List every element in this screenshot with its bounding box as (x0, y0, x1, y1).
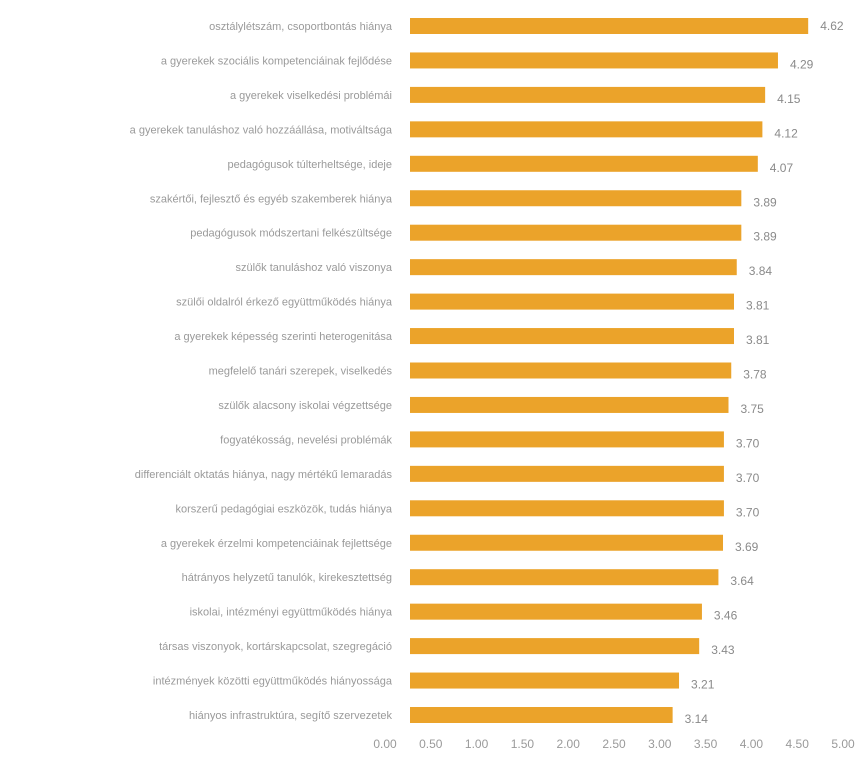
bar (410, 638, 700, 655)
bar (410, 362, 732, 379)
bar (410, 603, 702, 620)
bar (410, 465, 724, 482)
value-label: 3.70 (736, 471, 760, 485)
category-label: szülői oldalról érkező együttműködés hiá… (176, 297, 393, 309)
value-label: 3.70 (736, 505, 760, 519)
x-tick-label: 2.00 (557, 737, 581, 751)
value-label: 3.43 (711, 643, 735, 657)
value-label: 4.12 (774, 126, 798, 140)
bar (410, 707, 673, 723)
bar (410, 569, 719, 586)
value-label: 4.62 (820, 19, 844, 33)
category-label: a gyerekek érzelmi kompetenciáinak fejle… (161, 538, 392, 550)
bar (410, 500, 724, 517)
x-tick-label: 1.50 (511, 737, 535, 751)
value-label: 4.15 (777, 92, 801, 106)
category-label: szülők alacsony iskolai végzettsége (218, 400, 392, 412)
category-label: differenciált oktatás hiánya, nagy mérté… (135, 469, 393, 481)
value-label: 3.70 (736, 436, 760, 450)
bar (410, 155, 758, 172)
category-label: hátrányos helyzetű tanulók, kirekesztett… (182, 572, 392, 584)
value-label: 3.14 (685, 712, 709, 726)
bar (410, 190, 742, 207)
category-label: megfelelő tanári szerepek, viselkedés (209, 366, 393, 378)
category-label: szakértői, fejlesztő és egyéb szakembere… (150, 193, 393, 205)
x-tick-label: 5.00 (831, 737, 855, 751)
category-label: társas viszonyok, kortárskapcsolat, szeg… (159, 641, 392, 653)
value-label: 3.89 (753, 230, 777, 244)
value-label: 3.89 (753, 195, 777, 209)
bar (410, 534, 724, 551)
x-tick-label: 4.50 (786, 737, 810, 751)
value-label: 4.29 (790, 57, 814, 71)
value-label: 3.81 (746, 299, 770, 313)
value-label: 4.07 (770, 161, 794, 175)
value-label: 3.64 (730, 574, 754, 588)
bar (410, 121, 763, 138)
x-tick-label: 0.00 (373, 737, 397, 751)
bar (410, 396, 729, 413)
bar (410, 86, 766, 103)
bar (410, 259, 737, 276)
x-tick-label: 4.00 (740, 737, 764, 751)
value-label: 3.78 (743, 368, 767, 382)
x-tick-label: 0.50 (419, 737, 443, 751)
x-tick-label: 3.50 (694, 737, 718, 751)
category-label: intézmények közötti együttműködés hiányo… (153, 676, 393, 688)
bar (410, 224, 742, 241)
bar (410, 431, 724, 448)
category-label: a gyerekek képesség szerinti heterogenit… (174, 331, 393, 343)
value-label: 3.21 (691, 678, 715, 692)
value-label: 3.81 (746, 333, 770, 347)
category-label: a gyerekek szociális kompetenciáinak fej… (161, 55, 392, 67)
value-label: 3.46 (714, 609, 738, 623)
x-tick-label: 2.50 (602, 737, 626, 751)
bar (410, 18, 809, 34)
value-label: 3.69 (735, 540, 759, 554)
bar (410, 328, 734, 345)
bar (410, 293, 734, 310)
category-label: pedagógusok túlterheltsége, ideje (227, 159, 392, 171)
category-label: osztálylétszám, csoportbontás hiánya (209, 21, 393, 33)
bar (410, 672, 680, 689)
category-label: hiányos infrastruktúra, segítő szervezet… (189, 710, 392, 722)
category-label: fogyatékosság, nevelési problémák (220, 434, 392, 446)
x-tick-label: 3.00 (648, 737, 672, 751)
bar (410, 52, 778, 69)
category-label: iskolai, intézményi együttműködés hiánya (190, 607, 393, 619)
category-label: a gyerekek tanuláshoz való hozzáállása, … (130, 124, 393, 136)
value-label: 3.75 (741, 402, 765, 416)
x-tick-label: 1.00 (465, 737, 489, 751)
category-label: szülők tanuláshoz való viszonya (235, 262, 392, 274)
category-label: pedagógusok módszertani felkészültsége (190, 228, 392, 240)
category-label: a gyerekek viselkedési problémái (230, 90, 392, 102)
category-label: korszerű pedagógiai eszközök, tudás hián… (176, 503, 393, 515)
value-label: 3.84 (749, 264, 773, 278)
